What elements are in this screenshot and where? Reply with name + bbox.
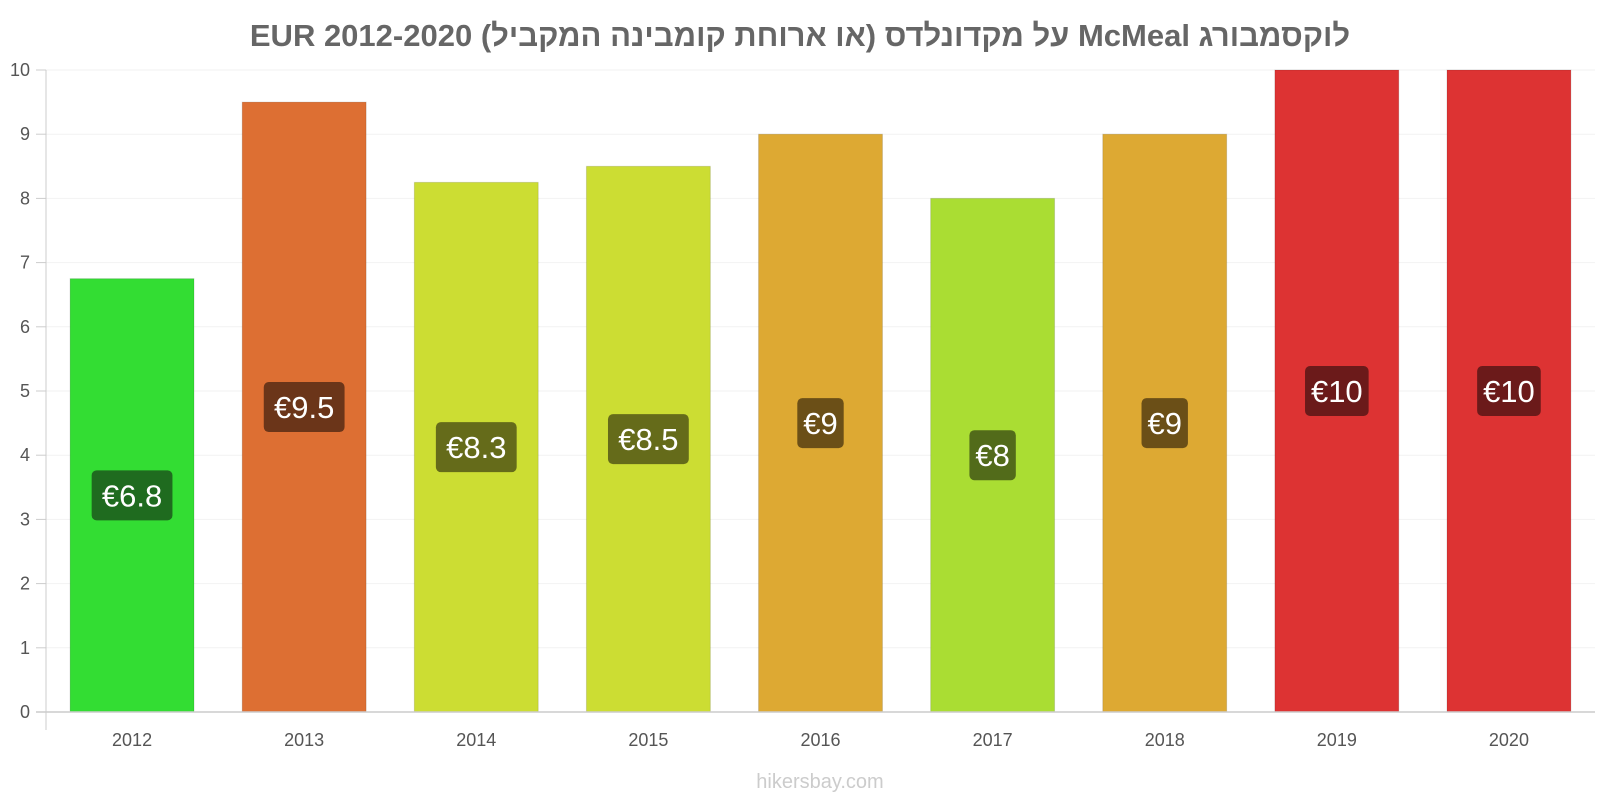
chart-title: לוקסמבורג McMeal על מקדונלדס (או ארוחת ק…	[250, 18, 1350, 53]
x-tick-label: 2015	[628, 730, 668, 750]
y-tick-label: 0	[20, 702, 30, 722]
data-label: €8	[975, 438, 1009, 473]
y-tick-label: 5	[20, 381, 30, 401]
data-label: €8.5	[618, 422, 678, 457]
y-tick-label: 7	[20, 253, 30, 273]
x-tick-label: 2020	[1489, 730, 1529, 750]
data-label-box	[1141, 398, 1188, 449]
data-label-box	[263, 382, 345, 433]
y-tick-label: 3	[20, 509, 30, 529]
data-label-box	[435, 422, 517, 473]
y-tick-label: 8	[20, 188, 30, 208]
y-tick-label: 2	[20, 574, 30, 594]
x-tick-label: 2012	[112, 730, 152, 750]
data-label: €9	[1147, 406, 1181, 441]
credit-text: hikersbay.com	[756, 771, 883, 793]
data-labels: €6.8 €9.5 €8.3 €8.5 €9 €8 €9 €10 €10	[91, 366, 1541, 521]
y-tick-label: 1	[20, 638, 30, 658]
data-label: €6.8	[102, 478, 162, 513]
y-axis-ticks: 0 1 2 3 4 5 6 7 8 9 10	[10, 60, 46, 722]
x-tick-label: 2016	[800, 730, 840, 750]
data-label-box	[607, 414, 689, 465]
data-label-box	[1477, 366, 1541, 416]
x-tick-label: 2018	[1145, 730, 1185, 750]
data-label-box	[91, 470, 173, 521]
x-tick-label: 2013	[284, 730, 324, 750]
data-label: €10	[1311, 374, 1363, 409]
y-tick-label: 9	[20, 124, 30, 144]
x-axis-ticks: 2012 2013 2014 2015 2016 2017 2018 2019 2020	[112, 730, 1529, 750]
x-tick-label: 2014	[456, 730, 496, 750]
data-label-box	[797, 398, 844, 449]
data-label-box	[1305, 366, 1369, 416]
data-label: €9	[803, 406, 837, 441]
y-tick-label: 4	[20, 445, 30, 465]
data-label-box	[969, 430, 1016, 481]
y-tick-label: 6	[20, 317, 30, 337]
y-tick-label: 10	[10, 60, 30, 80]
x-tick-label: 2017	[973, 730, 1013, 750]
data-label: €8.3	[446, 430, 506, 465]
x-tick-label: 2019	[1317, 730, 1357, 750]
data-label: €9.5	[274, 390, 334, 425]
data-label: €10	[1483, 374, 1535, 409]
